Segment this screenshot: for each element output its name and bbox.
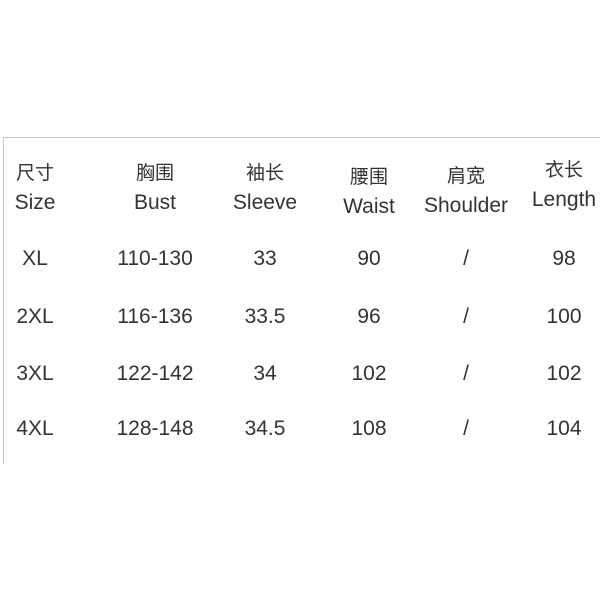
row-2xl-length: 100 [546,305,582,328]
row-xl-bust: 110-130 [117,247,193,270]
row-2xl-size-label: 2XL [16,305,54,328]
column-header-shoulder-cn: 肩宽 [446,166,485,187]
column-header-bust-cn: 胸围 [135,163,174,184]
row-xl-size-label: XL [22,247,48,270]
column-header-length-cn: 衣长 [544,160,584,181]
row-3xl-shoulder: / [463,362,469,385]
row-3xl-waist: 102 [351,362,387,385]
row-4xl-length: 104 [546,417,582,440]
row-4xl-size-label: 4XL [16,417,54,440]
column-header-size-cn: 尺寸 [15,163,55,184]
row-4xl-shoulder: / [463,417,469,440]
column-header-length: 衣长 Length [532,156,596,214]
row-4xl-bust: 128-148 [116,417,194,440]
row-xl-sleeve: 33 [253,247,277,270]
row-2xl-bust: 116-136 [117,305,193,328]
column-header-shoulder-en: Shoulder [423,194,509,217]
column-header-size: 尺寸 Size [15,159,56,217]
row-3xl-bust: 122-142 [116,362,194,385]
column-header-sleeve-cn: 袖长 [245,163,284,184]
column-header-waist-en: Waist [343,195,395,218]
size-chart-table-frame [3,137,600,464]
column-header-waist: 腰围 Waist [343,163,395,221]
column-header-bust: 胸围 Bust [134,159,176,217]
column-header-sleeve-en: Sleeve [232,191,298,214]
row-2xl-shoulder: / [463,305,469,328]
row-xl-shoulder: / [463,247,469,270]
row-2xl-sleeve: 33.5 [244,305,286,328]
column-header-shoulder: 肩宽 Shoulder [424,162,508,220]
column-header-sleeve: 袖长 Sleeve [233,159,297,217]
row-xl-waist: 90 [357,247,381,270]
column-header-length-en: Length [531,188,597,211]
row-2xl-waist: 96 [357,305,381,328]
column-header-waist-cn: 腰围 [349,167,389,188]
row-4xl-sleeve: 34.5 [244,417,286,440]
row-4xl-waist: 108 [351,417,387,440]
row-3xl-size-label: 3XL [16,362,54,385]
column-header-size-en: Size [14,191,56,214]
row-3xl-length: 102 [546,362,582,385]
column-header-bust-en: Bust [133,191,177,214]
row-xl-length: 98 [552,247,576,270]
row-3xl-sleeve: 34 [253,362,277,385]
